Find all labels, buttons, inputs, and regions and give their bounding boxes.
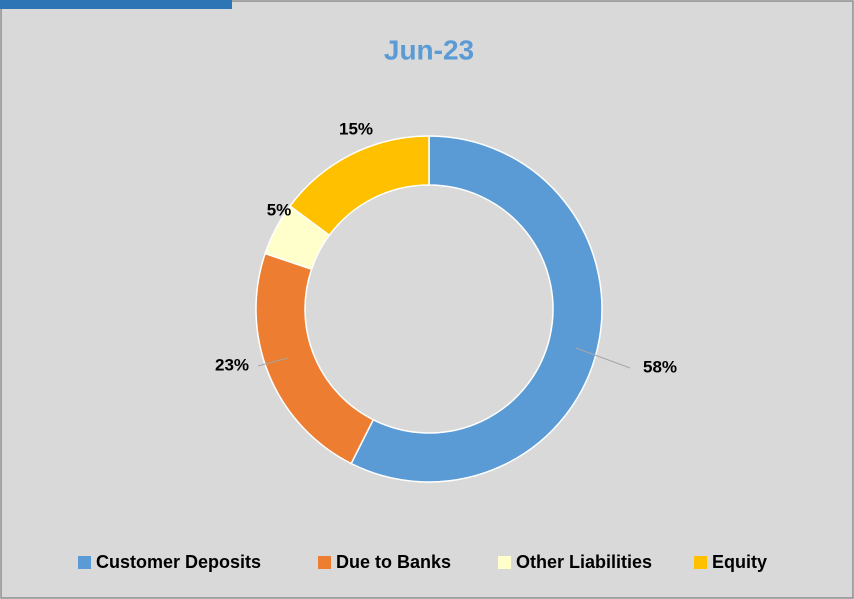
legend-label: Equity: [712, 552, 767, 572]
legend-label: Due to Banks: [336, 552, 451, 572]
data-label: 5%: [267, 200, 292, 219]
donut-slice: [288, 135, 430, 237]
legend-swatch: [694, 556, 707, 569]
donut-slice: [350, 135, 603, 483]
leader-line: [257, 357, 289, 367]
data-label: 23%: [215, 355, 249, 374]
leader-line: [575, 347, 631, 369]
legend-label: Other Liabilities: [516, 552, 652, 572]
top-tab: [0, 0, 232, 9]
legend-swatch: [498, 556, 511, 569]
data-label: 15%: [339, 119, 373, 138]
legend-swatch: [318, 556, 331, 569]
chart-title: Jun-23: [384, 34, 474, 65]
legend-swatch: [78, 556, 91, 569]
data-label: 58%: [643, 357, 677, 376]
legend-label: Customer Deposits: [96, 552, 261, 572]
